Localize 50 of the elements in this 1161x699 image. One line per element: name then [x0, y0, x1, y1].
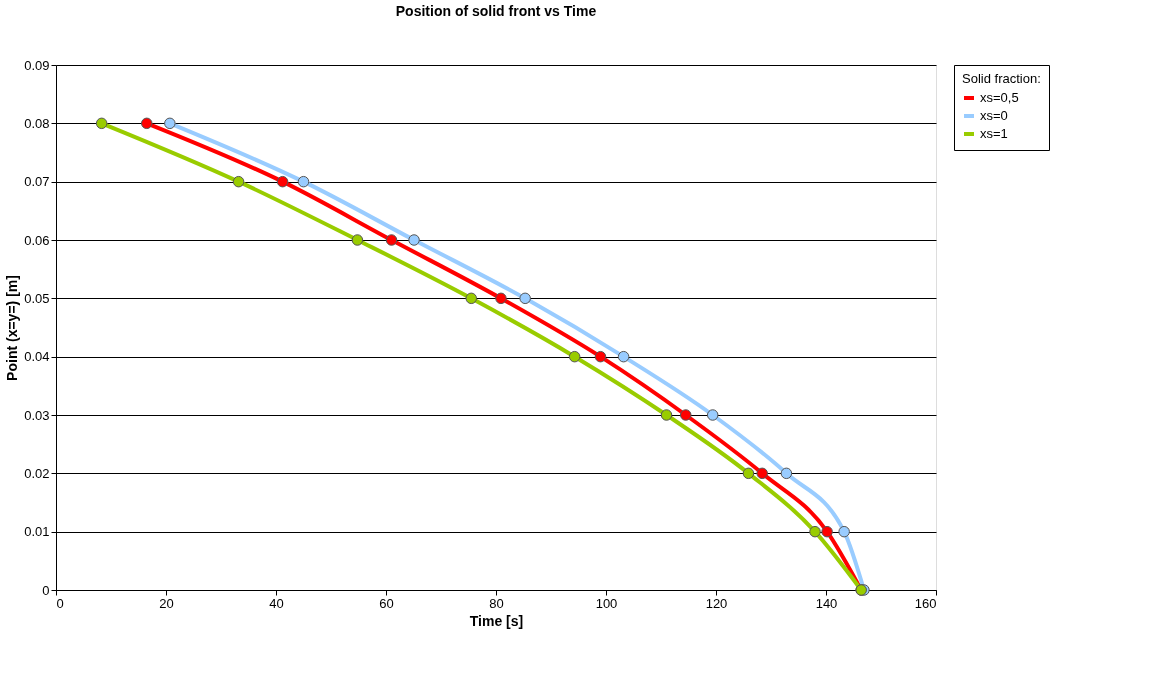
x-tick-label: 80 — [489, 595, 504, 611]
point — [232, 175, 245, 188]
legend-label: xs=1 — [980, 126, 1008, 141]
point — [141, 117, 153, 130]
x-tick-label: 20 — [159, 595, 174, 611]
point — [408, 234, 420, 246]
legend-label: xs=0 — [980, 108, 1008, 123]
y-tick-label: 0.01 — [24, 524, 50, 540]
point — [164, 117, 176, 130]
legend-label: xs=0,5 — [980, 90, 1019, 105]
x-tick-label: 40 — [269, 595, 284, 611]
point — [568, 350, 581, 363]
point — [680, 409, 692, 421]
point — [297, 175, 310, 188]
y-tick-label: 0.06 — [24, 232, 50, 248]
point — [495, 292, 507, 305]
x-tick-label: 140 — [815, 595, 838, 611]
point — [385, 234, 398, 246]
y-tick-label: 0.04 — [24, 349, 50, 365]
point — [594, 350, 607, 363]
point — [821, 525, 833, 538]
point — [276, 175, 289, 188]
chart-title: Position of solid front vs Time — [395, 3, 597, 19]
point — [756, 467, 768, 480]
y-tick-label: 0.03 — [24, 407, 50, 423]
point — [742, 467, 755, 480]
y-axis-title: Point (x=y=) [m] — [4, 275, 21, 381]
point — [660, 409, 673, 421]
y-tick-label: 0.05 — [24, 290, 50, 306]
x-tick-label: 160 — [914, 595, 937, 611]
x-tick-label: 120 — [705, 595, 728, 611]
point — [465, 292, 477, 305]
point — [809, 525, 821, 538]
point — [351, 234, 364, 246]
x-tick-label: 0 — [56, 595, 64, 611]
point — [95, 117, 108, 130]
y-tick-label: 0.07 — [24, 174, 50, 190]
y-tick-label: 0.08 — [24, 115, 50, 131]
point — [519, 292, 531, 305]
point — [838, 525, 850, 538]
x-tick-label: 60 — [379, 595, 394, 611]
y-tick-label: 0.09 — [24, 57, 50, 73]
y-tick-label: 0.02 — [24, 465, 50, 481]
y-tick-label: 0 — [42, 582, 50, 598]
point — [706, 409, 719, 421]
x-axis-title: Time [s] — [469, 612, 524, 629]
point — [780, 467, 793, 480]
point — [617, 350, 630, 363]
legend-title: Solid fraction: — [962, 71, 1041, 86]
x-tick-label: 100 — [595, 595, 618, 611]
